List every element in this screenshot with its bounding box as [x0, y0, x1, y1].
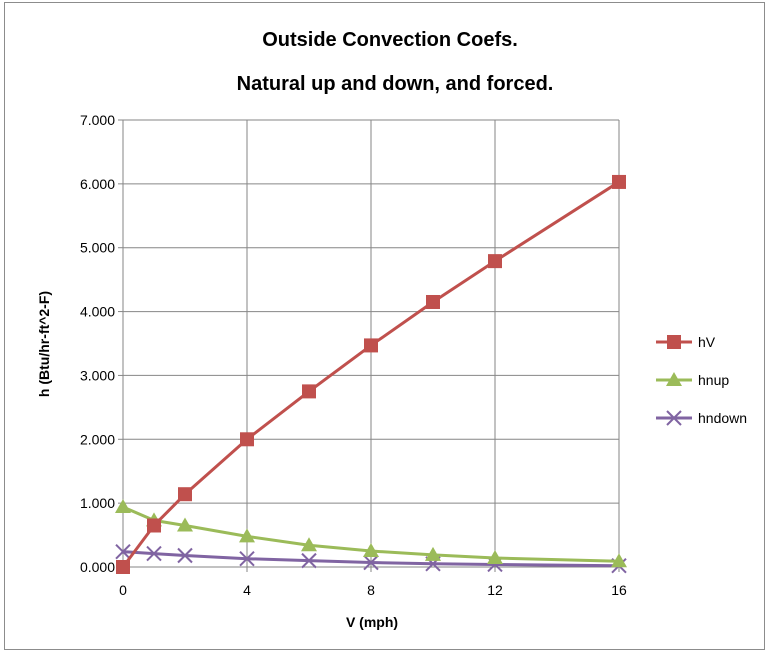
- y-tick-label: 2.000: [80, 431, 115, 447]
- data-point-hndown: [239, 550, 255, 567]
- data-point-hnup: [301, 537, 317, 552]
- y-axis-title: h (Btu/hr-ft^2-F): [36, 291, 52, 397]
- y-tick-label: 4.000: [80, 304, 115, 320]
- x-tick-label: 12: [487, 582, 503, 598]
- legend-label: hndown: [698, 410, 747, 426]
- y-tick-label: 0.000: [80, 559, 115, 575]
- data-point-hnup: [239, 528, 255, 543]
- y-tick-label: 5.000: [80, 240, 115, 256]
- data-point-hndown: [146, 545, 162, 562]
- legend: hV hnup hndown: [656, 334, 747, 426]
- data-point-hndown: [177, 547, 193, 564]
- data-point-hnup: [115, 498, 131, 513]
- data-point-hv: [426, 294, 440, 309]
- series-hndown: [115, 543, 627, 574]
- data-point-hv: [240, 432, 254, 447]
- chart-subtitle: Natural up and down, and forced.: [237, 73, 554, 95]
- x-tick-label: 8: [367, 582, 375, 598]
- data-point-hnup: [487, 550, 503, 565]
- legend-swatch-marker: [666, 372, 682, 386]
- legend-swatch-marker: [666, 410, 682, 426]
- data-point-hv: [612, 174, 626, 189]
- y-tick-label: 7.000: [80, 112, 115, 128]
- data-point-hndown: [115, 543, 131, 560]
- data-point-hv: [116, 560, 130, 574]
- data-point-hv: [488, 254, 502, 269]
- x-tick-label: 4: [243, 582, 251, 598]
- data-point-hnup: [611, 553, 627, 568]
- data-point-hnup: [363, 543, 379, 558]
- legend-item-hndown: hndown: [656, 410, 747, 426]
- data-point-hv: [147, 518, 161, 533]
- y-tick-label: 6.000: [80, 176, 115, 192]
- series-hv: [116, 174, 626, 574]
- data-point-hnup: [177, 517, 193, 532]
- chart-title: Outside Convection Coefs.: [262, 29, 518, 51]
- data-point-hnup: [425, 546, 441, 561]
- x-tick-label: 16: [611, 582, 627, 598]
- y-tick-label: 3.000: [80, 367, 115, 383]
- data-point-hv: [302, 384, 316, 399]
- data-point-hv: [364, 338, 378, 353]
- legend-label: hnup: [698, 372, 729, 388]
- chart-frame: [4, 2, 765, 650]
- legend-swatch-marker: [667, 335, 681, 349]
- x-tick-label: 0: [119, 582, 127, 598]
- legend-item-hnup: hnup: [656, 372, 729, 388]
- y-tick-label: 1.000: [80, 495, 115, 511]
- series-layer: [115, 174, 627, 574]
- data-point-hndown: [301, 552, 317, 569]
- legend-label: hV: [698, 334, 716, 350]
- data-point-hv: [178, 487, 192, 502]
- legend-item-hv: hV: [656, 334, 716, 350]
- series-hnup: [115, 498, 627, 568]
- tick-labels: 0.000 1.000 2.000 3.000 4.000 5.000 6.000 7.000…: [80, 112, 627, 598]
- data-point-hndown: [363, 554, 379, 571]
- x-axis-title: V (mph): [346, 614, 398, 630]
